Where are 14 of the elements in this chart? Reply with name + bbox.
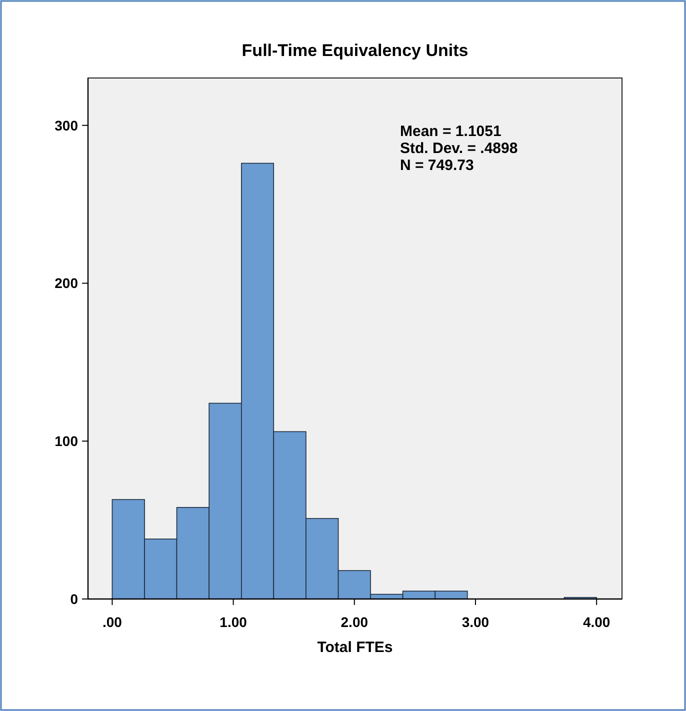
x-tick-label: 1.00 xyxy=(220,614,248,630)
annotation: Mean = 1.1051 xyxy=(400,123,502,140)
annotation: N = 749.73 xyxy=(400,157,474,174)
y-tick-label: 200 xyxy=(54,275,78,292)
annotation: Std. Dev. = .4898 xyxy=(400,140,518,157)
x-axis-title: Total FTEs xyxy=(317,639,393,656)
x-tick-label: 4.00 xyxy=(582,614,610,630)
chart-title: Full-Time Equivalency Units xyxy=(242,41,468,60)
y-tick-label: 300 xyxy=(54,117,78,134)
x-tick-label: .00 xyxy=(102,614,122,630)
y-tick-label: 100 xyxy=(54,433,78,450)
x-tick-label: 3.00 xyxy=(462,614,490,630)
y-tick-label: 0 xyxy=(70,590,78,607)
x-tick-label: 2.00 xyxy=(340,614,368,630)
